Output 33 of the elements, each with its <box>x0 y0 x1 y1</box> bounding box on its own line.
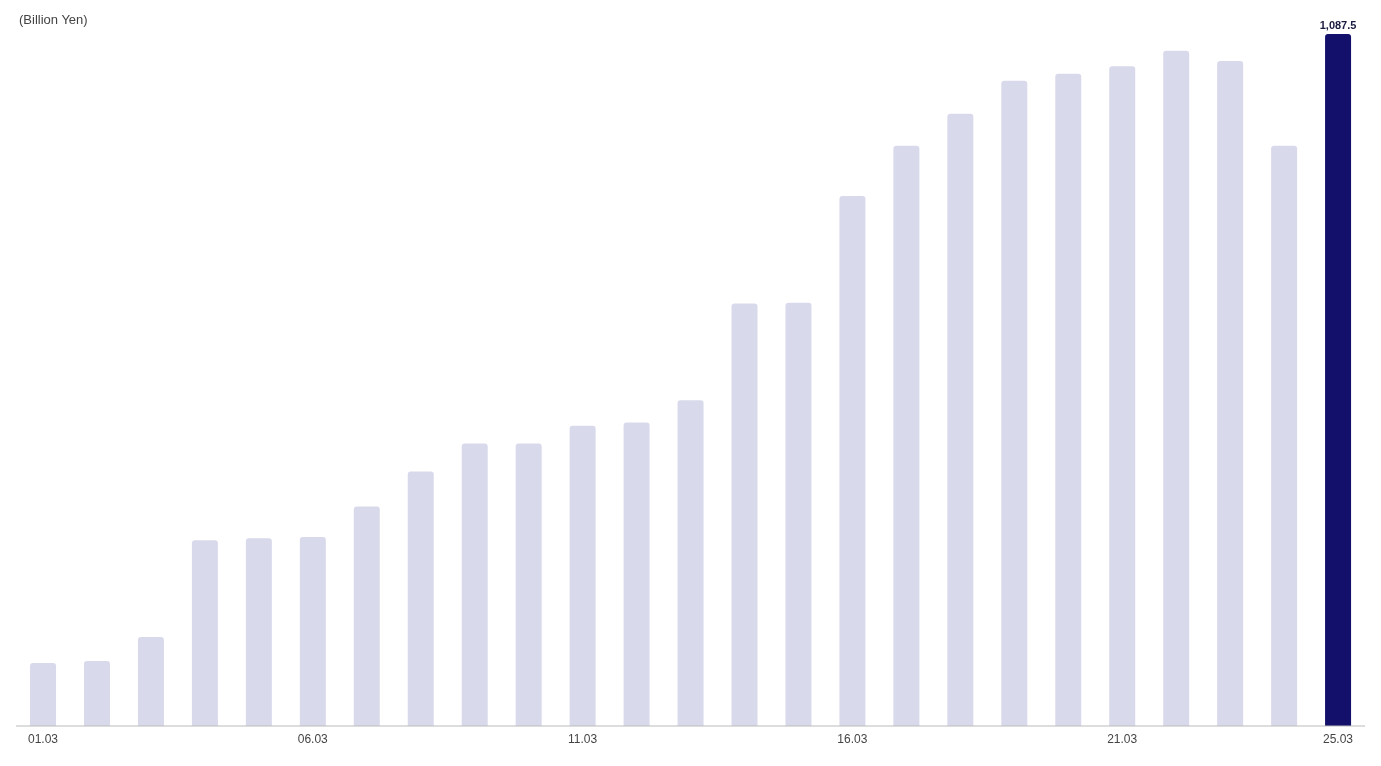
bar <box>1109 66 1136 726</box>
bar <box>731 303 758 726</box>
bar <box>623 422 650 726</box>
bar <box>1163 50 1190 726</box>
x-tick-label: 06.03 <box>297 731 329 746</box>
y-axis-title: (Billion Yen) <box>19 12 88 27</box>
data-label: 1,087.5 <box>1319 19 1357 31</box>
bar <box>677 400 704 726</box>
bar <box>245 538 272 726</box>
bar <box>947 113 974 726</box>
bar <box>407 471 434 726</box>
x-tick-label: 21.03 <box>1107 731 1138 746</box>
bar <box>569 425 596 726</box>
bar <box>1271 145 1298 726</box>
bar <box>1325 34 1352 726</box>
bar <box>1217 61 1244 726</box>
x-tick-label: 25.03 <box>1323 731 1354 746</box>
bar <box>1001 80 1028 726</box>
bar <box>353 506 380 726</box>
x-tick-label: 11.03 <box>568 731 598 746</box>
x-tick-label: 01.03 <box>27 731 59 746</box>
bar <box>893 145 920 726</box>
bar <box>83 661 110 726</box>
bar <box>30 663 57 726</box>
bar <box>191 540 218 726</box>
bar <box>461 443 488 726</box>
x-tick-label: 16.03 <box>837 731 868 746</box>
bar <box>299 537 326 726</box>
bar <box>839 195 866 726</box>
bar <box>1055 73 1082 726</box>
bar <box>137 636 164 726</box>
bar <box>515 443 542 726</box>
bar <box>785 302 812 726</box>
